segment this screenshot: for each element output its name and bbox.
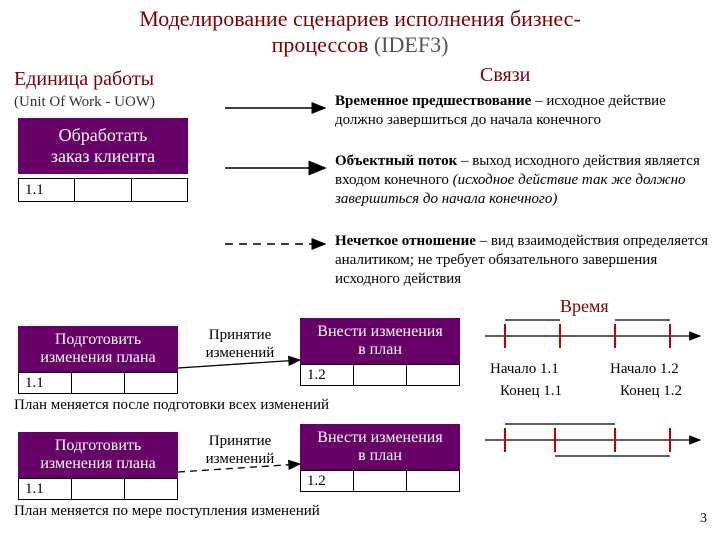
flow-a-box2-id: 1.2 xyxy=(300,364,460,386)
flow-b-box2-id: 1.2 xyxy=(300,470,460,492)
flow-b2-l1: Внести изменения xyxy=(317,429,442,447)
rel2-text: Объектный поток – выход исходного действ… xyxy=(335,152,710,208)
caption-a: План меняется после подготовки всех изме… xyxy=(14,396,329,415)
slide-title: Моделирование сценариев исполнения бизне… xyxy=(0,0,720,58)
uow-box-main: Обработать заказ клиента xyxy=(18,118,188,174)
rel3-head: Нечеткое отношение xyxy=(335,233,476,249)
title-line2b: (IDEF3) xyxy=(374,32,449,57)
page-number: 3 xyxy=(700,510,707,528)
uow-main-id: 1.1 xyxy=(19,179,75,201)
left-heading: Единица работы xyxy=(14,68,154,91)
rel1-text: Временное предшествование – исходное дей… xyxy=(335,92,710,130)
timeline-k12: Конец 1.2 xyxy=(620,382,682,401)
rel1-head: Временное предшествование xyxy=(335,93,531,109)
flow-a1-l1: Подготовить xyxy=(55,331,141,349)
flow-b2-l2: в план xyxy=(358,447,402,465)
flow-a-link-l2: изменений xyxy=(195,344,285,362)
flow-b-link-l2: изменений xyxy=(195,450,285,468)
right-heading: Связи xyxy=(480,64,530,87)
timeline-n11: Начало 1.1 xyxy=(490,360,559,379)
uow-main-id-row: 1.1 xyxy=(18,178,188,202)
flow-a-box1: Подготовить изменения плана xyxy=(18,326,178,372)
flow-a-link-label: Принятие изменений xyxy=(195,326,285,362)
timeline-n12: Начало 1.2 xyxy=(610,360,679,379)
left-subheading: (Unit Of Work - UOW) xyxy=(14,94,155,111)
flow-b-box1-id: 1.1 xyxy=(18,478,178,500)
flow-b-box2: Внести изменения в план xyxy=(300,424,460,470)
flow-a-box1-id: 1.1 xyxy=(18,372,178,394)
rel2-head: Объектный поток xyxy=(335,153,457,169)
flow-a2-id: 1.2 xyxy=(301,365,354,385)
uow-main-l2: заказ клиента xyxy=(51,146,155,167)
caption-b: План меняется по мере поступления измене… xyxy=(14,502,320,521)
title-line2a: процессов xyxy=(272,32,374,57)
flow-b2-id: 1.2 xyxy=(301,471,354,491)
flow-b1-l2: изменения плана xyxy=(40,455,155,473)
flow-a2-l1: Внести изменения xyxy=(317,323,442,341)
flow-b-link-label: Принятие изменений xyxy=(195,432,285,468)
flow-a1-id: 1.1 xyxy=(19,373,72,393)
title-line1: Моделирование сценариев исполнения бизне… xyxy=(0,6,720,32)
flow-b1-l1: Подготовить xyxy=(55,437,141,455)
flow-a-link-l1: Принятие xyxy=(195,326,285,344)
rel3-text: Нечеткое отношение – вид взаимодействия … xyxy=(335,232,710,288)
flow-a1-l2: изменения плана xyxy=(40,349,155,367)
flow-b-box1: Подготовить изменения плана xyxy=(18,432,178,478)
flow-a-box2: Внести изменения в план xyxy=(300,318,460,364)
timeline-k11: Конец 1.1 xyxy=(500,382,562,401)
time-heading: Время xyxy=(560,296,609,317)
title-line2: процессов (IDEF3) xyxy=(0,32,720,58)
uow-main-l1: Обработать xyxy=(59,125,148,146)
flow-a2-l2: в план xyxy=(358,341,402,359)
flow-b1-id: 1.1 xyxy=(19,479,72,499)
flow-b-link-l1: Принятие xyxy=(195,432,285,450)
